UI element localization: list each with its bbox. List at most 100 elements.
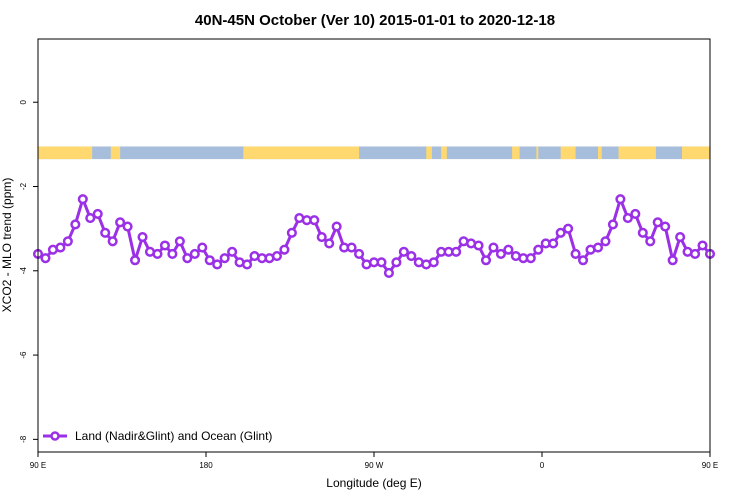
y-axis: 0 -2 -4 -6 -8 bbox=[19, 99, 38, 443]
data-point bbox=[637, 227, 648, 238]
data-point bbox=[592, 242, 604, 253]
data-point bbox=[152, 248, 163, 259]
land-segment bbox=[110, 146, 121, 160]
data-point bbox=[555, 227, 566, 238]
data-point bbox=[189, 248, 200, 259]
data-point bbox=[391, 257, 402, 268]
data-point bbox=[316, 232, 327, 243]
data-point bbox=[324, 238, 335, 249]
data-point bbox=[690, 248, 701, 259]
data-point bbox=[615, 194, 626, 205]
data-point bbox=[100, 227, 111, 238]
data-point bbox=[495, 248, 506, 259]
y-tick-label: 0 bbox=[19, 99, 28, 104]
data-point bbox=[227, 246, 238, 257]
data-point bbox=[525, 253, 536, 264]
data-point bbox=[271, 250, 282, 262]
data-point bbox=[354, 248, 365, 259]
x-tick-label: 180 bbox=[199, 461, 213, 470]
data-point bbox=[480, 255, 492, 266]
x-tick-label: 90 E bbox=[30, 461, 46, 470]
data-point bbox=[667, 255, 678, 266]
data-point bbox=[55, 242, 66, 253]
data-point bbox=[85, 213, 96, 224]
data-point bbox=[428, 257, 439, 268]
chart-title: 40N-45N October (Ver 10) 2015-01-01 to 2… bbox=[195, 12, 555, 29]
data-point bbox=[660, 221, 671, 232]
data-point bbox=[533, 244, 544, 255]
data-point bbox=[122, 221, 133, 232]
land-segment bbox=[426, 146, 432, 160]
data-point bbox=[204, 255, 215, 266]
series-layer bbox=[32, 194, 716, 278]
data-point bbox=[212, 259, 223, 270]
data-point bbox=[383, 267, 394, 278]
data-point bbox=[473, 240, 484, 251]
land-segment bbox=[560, 146, 576, 160]
data-point bbox=[159, 240, 170, 251]
data-point bbox=[563, 223, 574, 234]
land-segment bbox=[38, 146, 93, 160]
y-tick-label: -2 bbox=[19, 182, 28, 190]
legend: Land (Nadir&Glint) and Ocean (Glint) bbox=[43, 429, 272, 443]
data-point bbox=[137, 232, 148, 243]
data-point bbox=[331, 221, 342, 232]
data-point bbox=[309, 215, 320, 226]
data-point bbox=[578, 255, 589, 266]
data-point bbox=[376, 257, 387, 268]
data-point bbox=[167, 248, 178, 259]
data-point bbox=[286, 227, 297, 238]
data-point bbox=[40, 253, 51, 264]
data-point bbox=[197, 242, 208, 253]
data-point bbox=[130, 255, 141, 266]
data-point bbox=[600, 236, 611, 247]
data-point bbox=[398, 246, 409, 257]
data-point bbox=[219, 253, 230, 264]
data-point bbox=[346, 242, 357, 253]
land-segment bbox=[682, 146, 710, 160]
y-axis-label: XCO2 - MLO trend (ppm) bbox=[0, 178, 14, 313]
x-axis: 90 E 180 90 W 0 90 E bbox=[30, 452, 718, 470]
land-segment bbox=[512, 146, 520, 160]
y-tick-label: -8 bbox=[19, 435, 28, 443]
legend-marker-swatch bbox=[50, 431, 60, 441]
data-point bbox=[77, 194, 88, 205]
land-ocean-band bbox=[38, 146, 710, 160]
x-axis-label: Longitude (deg E) bbox=[326, 476, 421, 490]
data-point bbox=[406, 250, 417, 262]
data-point bbox=[652, 217, 663, 228]
land-segment bbox=[536, 146, 539, 160]
data-point bbox=[92, 208, 103, 219]
data-point bbox=[107, 236, 118, 247]
x-tick-label: 90 E bbox=[702, 461, 718, 470]
data-point bbox=[630, 208, 641, 219]
land-segment bbox=[618, 146, 656, 160]
data-point bbox=[607, 219, 618, 230]
data-point bbox=[279, 244, 290, 255]
data-point bbox=[242, 259, 253, 270]
x-tick-label: 0 bbox=[540, 461, 545, 470]
data-point bbox=[697, 240, 708, 251]
data-point bbox=[622, 213, 633, 224]
data-point bbox=[451, 246, 462, 257]
y-tick-label: -6 bbox=[19, 351, 28, 359]
land-segment bbox=[598, 146, 602, 160]
data-point bbox=[115, 217, 126, 228]
data-point bbox=[645, 236, 656, 247]
data-point bbox=[174, 236, 185, 247]
data-point bbox=[570, 248, 581, 259]
y-tick-label: -4 bbox=[19, 267, 28, 275]
legend-label: Land (Nadir&Glint) and Ocean (Glint) bbox=[75, 429, 272, 443]
data-point bbox=[503, 244, 514, 255]
land-segment bbox=[243, 146, 360, 160]
data-point bbox=[182, 253, 193, 264]
data-point bbox=[488, 242, 499, 253]
data-point bbox=[70, 219, 81, 230]
data-point bbox=[62, 236, 73, 247]
data-point bbox=[675, 232, 686, 243]
ocean-band bbox=[38, 146, 710, 160]
x-tick-label: 90 W bbox=[365, 461, 384, 470]
data-point bbox=[548, 238, 559, 249]
land-segment bbox=[441, 146, 447, 160]
